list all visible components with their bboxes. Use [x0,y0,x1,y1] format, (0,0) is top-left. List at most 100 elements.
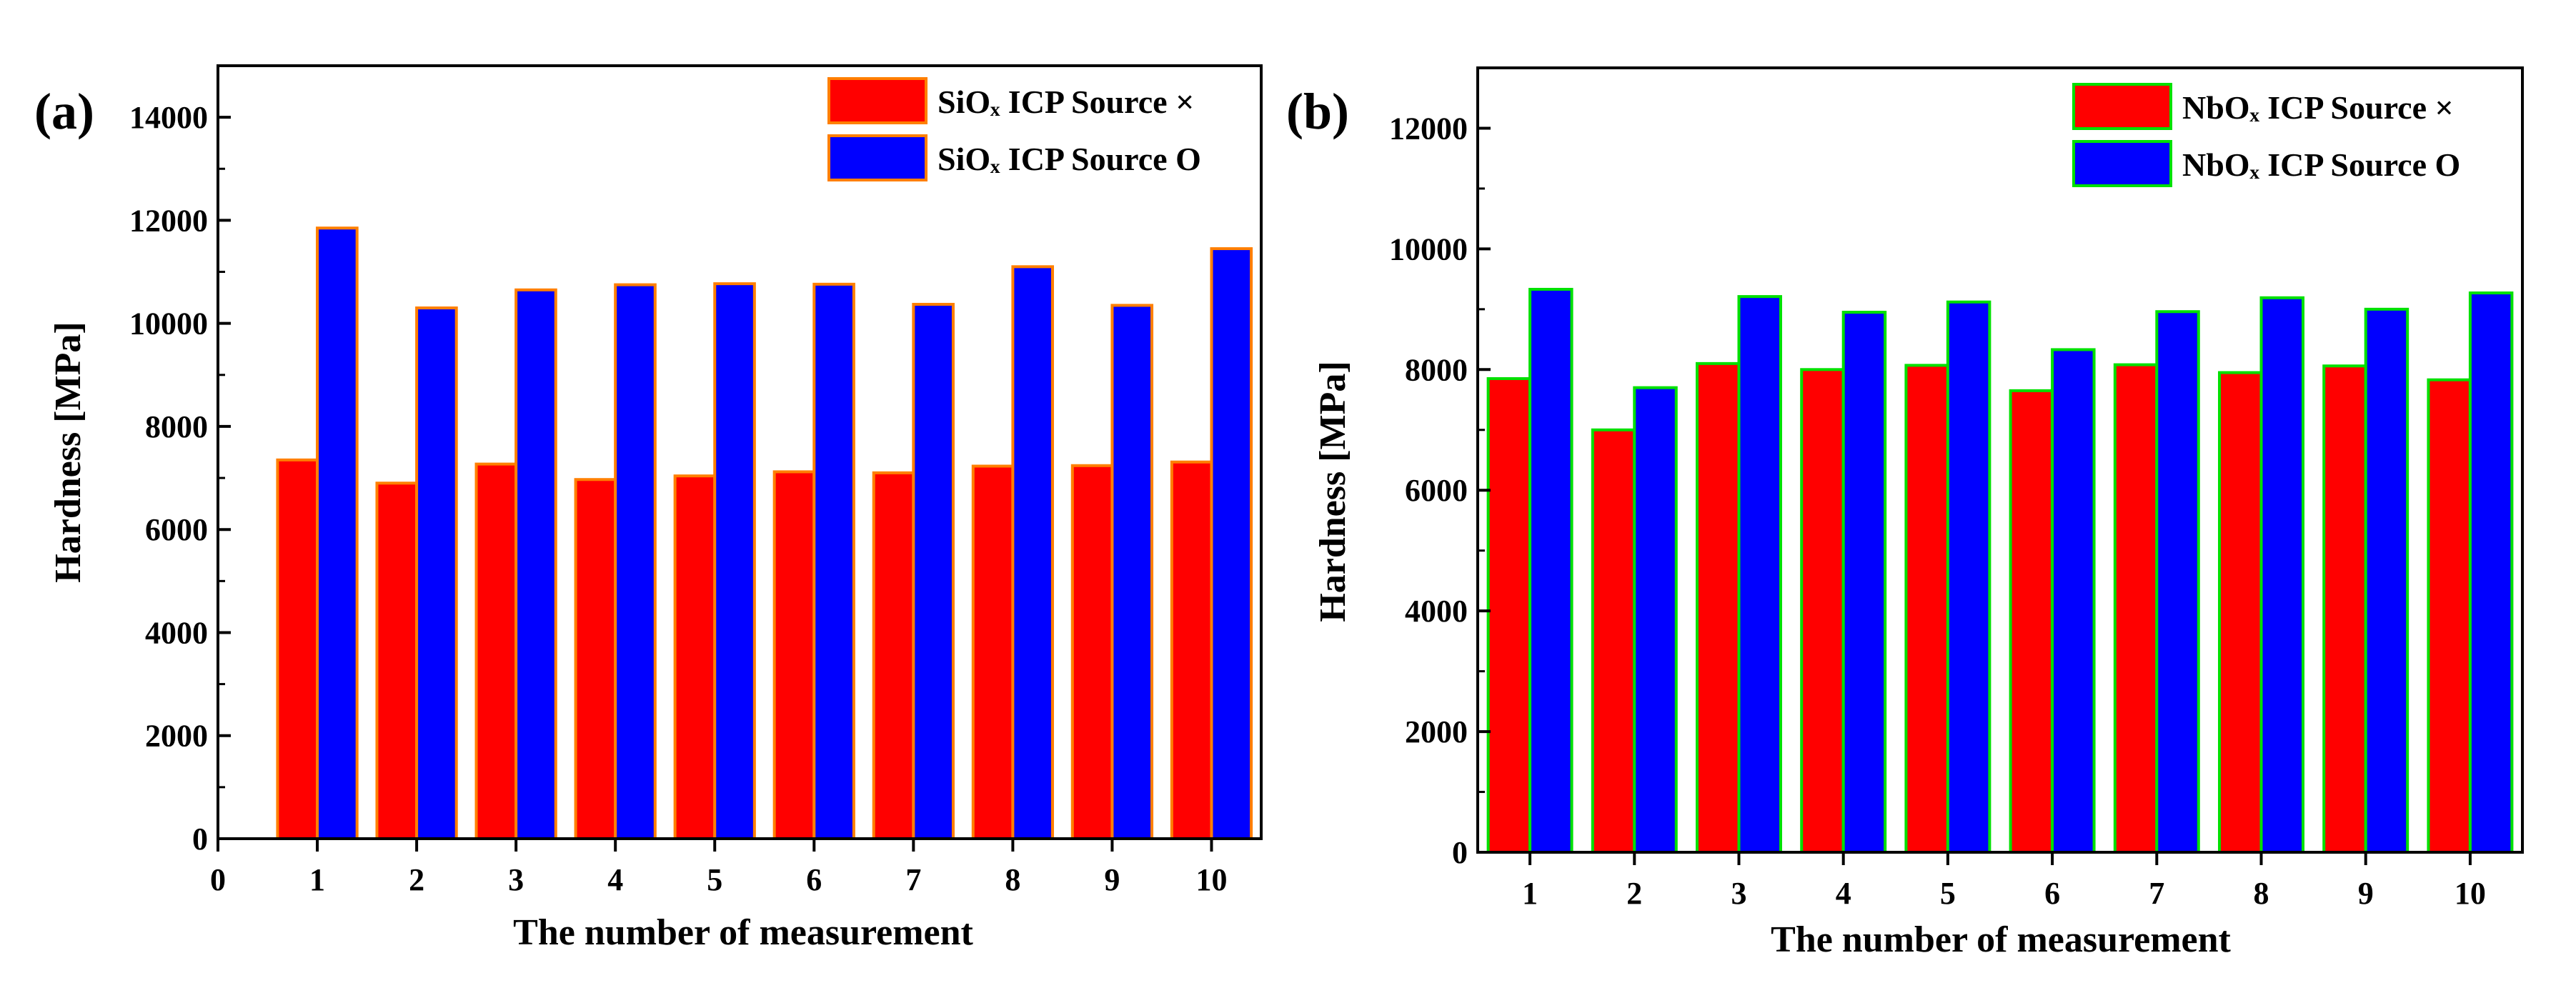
legend-swatch-nbo-x [2072,83,2172,130]
panel-0-bar-s1-9 [1070,464,1114,840]
panel-b-bars [1486,287,2514,854]
panel-1-x-tick-label: 10 [2455,876,2486,911]
panel-1-bar-s2-5 [1946,300,1991,854]
panel-0-bar-s1-8 [971,464,1015,840]
legend-swatch-sio-x [827,77,928,124]
panel-1-y-tick-label: 8000 [1405,352,1468,387]
panel-1-y-tick-label: 10000 [1389,231,1468,266]
panel-1-bar-s2-10 [2468,291,2514,854]
panel-1-bar-s2-2 [1633,386,1678,854]
panel-1-bar-s2-9 [2364,307,2410,854]
panel-0-bar-s2-6 [812,282,855,840]
panel-1-bar-s1-3 [1696,361,1741,854]
panel-1-x-tick-label: 1 [1522,876,1538,911]
panel-1-y-tick-label: 2000 [1405,714,1468,749]
panel-1-bar-s1-5 [1904,364,1949,854]
panel-1-bar-s1-4 [1800,368,1845,854]
panel-1-bar-s2-6 [2051,348,2096,854]
panel-1-y-tick-label: 4000 [1405,594,1468,629]
panel-0-x-tick-label: 6 [806,862,822,897]
panel-1-x-tick-label: 9 [2358,876,2374,911]
panel-0-bar-s2-5 [713,282,756,840]
panel-1-y-tick-label: 6000 [1405,473,1468,508]
panel-b-ticks: 0 2000 4000 6000 8000 10000 12000 1 2 3 4 5 6 7 8 9 10 [1389,111,2486,911]
panel-0-bar-s2-3 [514,288,557,840]
panel-a-plot-frame [217,64,1263,840]
panel-1-x-tick-label: 2 [1626,876,1642,911]
panel-0-y-tick-label: 14000 [129,100,208,135]
panel-0-bar-s2-1 [316,226,359,841]
panel-0-x-tick-label: 10 [1195,862,1227,897]
legend-label-nbo-o: NbOₓ ICP Source O [2182,146,2460,183]
panel-0-x-tick-label: 5 [707,862,722,897]
panel-1-x-tick-label: 6 [2044,876,2060,911]
panel-0-y-tick-label: 4000 [145,615,208,650]
panel-1-bar-s1-8 [2218,371,2263,854]
panel-0-bar-s1-6 [772,470,816,840]
panel-0-bar-s1-2 [375,481,419,841]
panel-a-ticks: 0 2000 4000 6000 8000 10000 12000 14000 0 1 2 3 4 5 6 7… [129,100,1227,897]
panel-b-x-axis-title: The number of measurement [1771,919,2231,960]
panel-1-bar-s1-9 [2322,364,2367,854]
panel-0-bar-s1-7 [872,471,915,840]
panel-1-bar-s2-3 [1737,295,1782,854]
panel-a-legend: SiOₓ ICP Source × SiOₓ ICP Source O [827,77,1201,181]
panel-0-bar-s2-2 [415,306,458,840]
panel-b-plot-frame [1476,66,2524,854]
panel-0-y-tick-label: 0 [192,822,208,857]
panel-1-bar-s1-7 [2113,363,2159,854]
panel-1-bar-s2-8 [2259,296,2304,854]
panel-0-x-tick-label: 0 [210,862,226,897]
panel-a-y-axis-title: Hardness [MPa] [48,321,89,582]
panel-0-x-tick-label: 9 [1104,862,1120,897]
legend-label-sio-x: SiOₓ ICP Source × [938,84,1194,120]
panel-0-bar-s2-4 [614,283,657,841]
legend-swatch-nbo-o [2072,140,2172,187]
panel-0-y-tick-label: 12000 [129,203,208,238]
panel-1-bar-s2-7 [2155,310,2200,854]
panel-1-bar-s1-1 [1486,376,1532,854]
panel-0-x-tick-label: 7 [905,862,921,897]
panel-0-bar-s1-5 [673,474,717,840]
panel-0-x-tick-label: 8 [1005,862,1020,897]
panel-1-bar-s1-10 [2427,378,2472,854]
panel-1-bar-s1-2 [1591,428,1636,854]
panel-1-y-tick-label: 12000 [1389,111,1468,146]
panel-1-x-tick-label: 3 [1731,876,1747,911]
panel-0-bar-s1-3 [474,462,518,840]
panel-0-x-tick-label: 4 [607,862,623,897]
panel-1-x-tick-label: 5 [1940,876,1956,911]
panel-1-x-tick-label: 8 [2254,876,2269,911]
panel-b: 0 2000 4000 6000 8000 10000 12000 1 2 3 4 5 6 7 8 9 10 (… [1286,66,2524,960]
panel-0-bar-s2-10 [1210,247,1253,841]
panel-1-bar-s2-1 [1528,287,1573,854]
panel-0-bar-s2-9 [1110,304,1154,841]
panel-b-label: (b) [1286,83,1349,140]
panel-0-y-tick-label: 10000 [129,306,208,341]
panel-a: 0 2000 4000 6000 8000 10000 12000 14000 0 1 2 3 4 5 6 7… [34,64,1263,953]
panel-0-bar-s2-7 [912,302,955,840]
legend-label-nbo-x: NbOₓ ICP Source × [2182,89,2454,126]
panel-a-label: (a) [34,83,94,140]
panel-0-x-tick-label: 2 [409,862,424,897]
panel-b-legend: NbOₓ ICP Source × NbOₓ ICP Source O [2072,83,2460,187]
panel-0-bar-s2-8 [1011,265,1055,840]
panel-1-x-tick-label: 4 [1836,876,1851,911]
legend-swatch-sio-o [827,134,928,181]
panel-0-bar-s1-1 [276,458,319,840]
panel-0-bar-s1-10 [1170,460,1213,840]
panel-0-bar-s1-4 [574,478,617,840]
panel-0-y-tick-label: 8000 [145,409,208,444]
panel-a-bars [276,226,1253,841]
panel-0-x-tick-label: 1 [309,862,325,897]
panel-0-y-tick-label: 2000 [145,719,208,754]
panel-1-bar-s2-4 [1841,311,1887,854]
panel-1-y-tick-label: 0 [1452,835,1468,870]
panel-1-x-tick-label: 7 [2149,876,2164,911]
panel-a-x-axis-title: The number of measurement [513,912,973,953]
panel-b-y-axis-title: Hardness [MPa] [1313,361,1353,622]
panel-1-bar-s1-6 [2009,389,2054,854]
legend-label-sio-o: SiOₓ ICP Source O [938,141,1201,177]
panel-0-y-tick-label: 6000 [145,512,208,547]
